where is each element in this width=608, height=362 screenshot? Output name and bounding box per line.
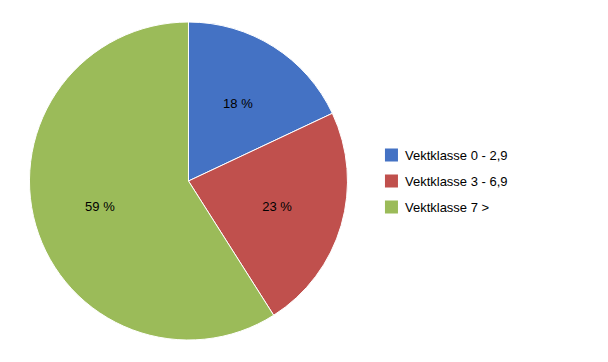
data-label: 23 %: [262, 199, 292, 214]
legend-label: Vektklasse 0 - 2,9: [405, 148, 508, 163]
legend-swatch: [385, 175, 398, 188]
legend-swatch: [385, 201, 398, 214]
legend-swatch: [385, 149, 398, 162]
legend: Vektklasse 0 - 2,9 Vektklasse 3 - 6,9 Vekt…: [385, 148, 508, 215]
chart-container: 18 %23 %59 %Vektklasse 0 - 2,9Vektklasse…: [0, 0, 608, 362]
chart: 18 %23 %59 %Vektklasse 0 - 2,9Vektklasse…: [0, 0, 608, 362]
data-label: 59 %: [85, 199, 115, 214]
legend-item: Vektklasse 7 >: [385, 200, 489, 215]
pie: [29, 22, 347, 340]
data-labels: 18 % 23 % 59 %: [85, 96, 292, 215]
legend-label: Vektklasse 7 >: [405, 200, 489, 215]
legend-item: Vektklasse 0 - 2,9: [385, 148, 508, 163]
data-label: 18 %: [223, 96, 253, 111]
legend-label: Vektklasse 3 - 6,9: [405, 174, 508, 189]
legend-item: Vektklasse 3 - 6,9: [385, 174, 508, 189]
pie-slice: [29, 22, 273, 340]
